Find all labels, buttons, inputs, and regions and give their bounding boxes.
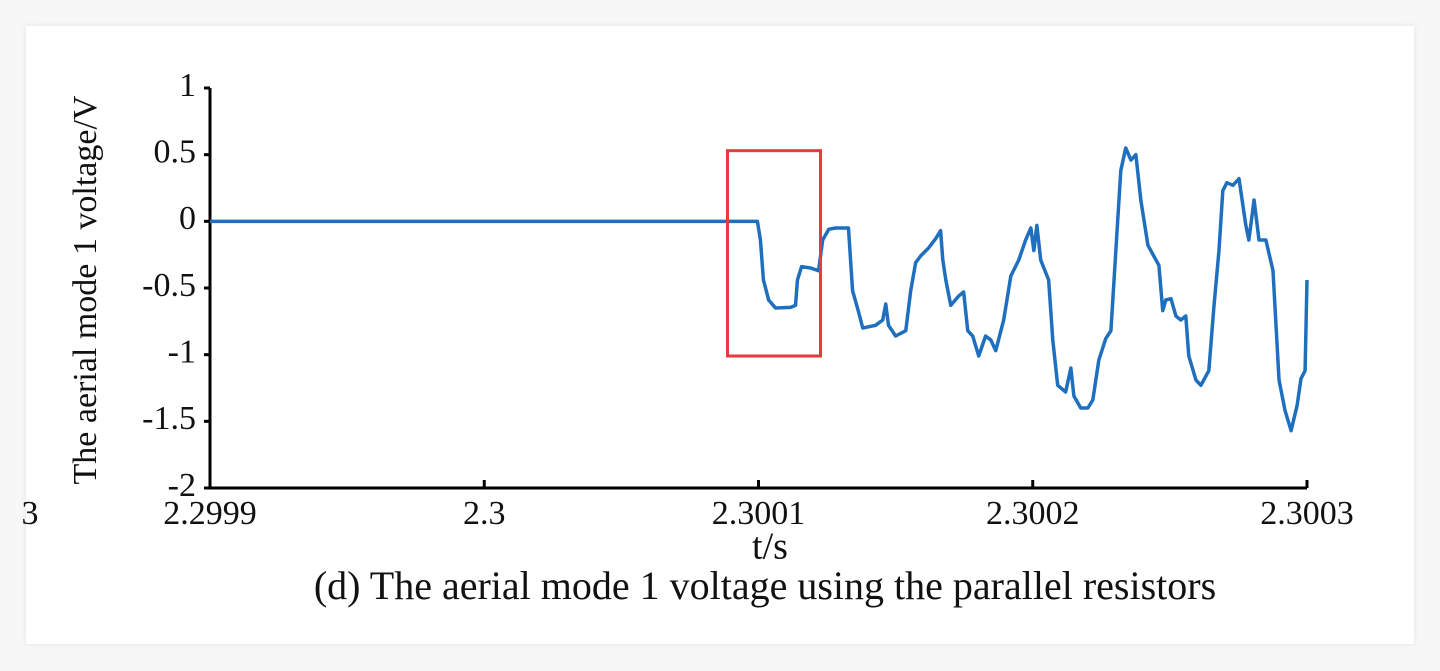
y-tick-label: -1.5 — [142, 400, 196, 437]
x-tick-label: 2.3002 — [986, 495, 1080, 532]
y-tick-label: -0.5 — [142, 267, 196, 304]
series-line — [210, 146, 1309, 433]
y-axis-label: The aerial mode 1 voltage/V — [67, 95, 104, 484]
x-tick-label: 2.2999 — [163, 495, 257, 532]
y-tick-label: 0.5 — [154, 133, 197, 170]
x-tick-label: 2.3001 — [712, 495, 806, 532]
y-tick-label: -2 — [168, 467, 196, 504]
highlight-box — [726, 149, 822, 358]
y-tick-label: 0 — [179, 200, 196, 237]
caption: (d) The aerial mode 1 voltage using the … — [314, 563, 1216, 608]
x-tick-label: 2.3 — [463, 495, 506, 532]
x-tick-label: 2.3003 — [1260, 495, 1354, 532]
card — [26, 26, 1414, 644]
y-tick-label: 1 — [179, 67, 196, 104]
edge-fragment: 3 — [22, 495, 39, 532]
x-axis-label: t/s — [752, 526, 788, 568]
y-tick-label: -1 — [168, 333, 196, 370]
